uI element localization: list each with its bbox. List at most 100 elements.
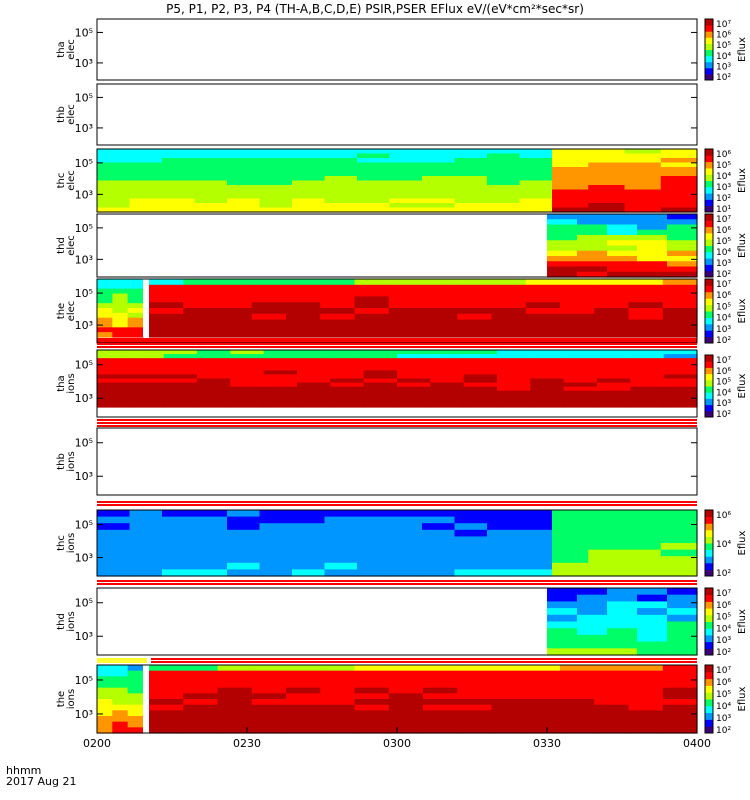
spectrogram-cell (430, 366, 465, 371)
spectrogram-cell (217, 710, 253, 717)
spectrogram-cell (97, 374, 131, 380)
spectrogram-cell (667, 256, 698, 262)
spectrogram-cell (97, 543, 131, 551)
spectrogram-cell (129, 180, 163, 186)
spectrogram-cell (197, 366, 231, 371)
colorbar-tick-label: 10⁷ (716, 589, 731, 599)
spectrogram-cell (97, 516, 131, 524)
spectrogram-cell (354, 313, 390, 321)
spectrogram-cell (588, 171, 626, 177)
spectrogram-cell (389, 523, 423, 531)
spectrogram-cell (194, 203, 228, 209)
spectrogram-cell (259, 569, 293, 577)
spectrogram-cell (662, 710, 698, 717)
spectrogram-cell (227, 529, 261, 537)
spectrogram-cell (628, 319, 664, 326)
spectrogram-cell (487, 562, 521, 570)
spectrogram-cell (530, 374, 565, 380)
spectrogram-cell (660, 516, 698, 524)
spectrogram-cell (324, 510, 358, 518)
y-tick-label: 10³ (75, 253, 93, 266)
spectrogram-cell (251, 290, 287, 297)
spectrogram-cell (607, 601, 638, 609)
spectrogram-cell (357, 549, 391, 557)
spectrogram-cell (662, 325, 698, 332)
spectrogram-cell (129, 167, 163, 173)
spectrogram-cell (563, 394, 598, 400)
spectrogram-cell (525, 665, 561, 672)
spectrogram-cell (127, 699, 144, 706)
spectrogram-cell (389, 149, 423, 155)
spectrogram-cell (127, 682, 144, 689)
colorbar-cell (705, 49, 713, 57)
spectrogram-cell (263, 374, 298, 380)
spectrogram-cell (149, 331, 184, 338)
panel-frame (96, 509, 698, 577)
colorbar-cell (705, 510, 713, 518)
spectrogram-cell (112, 693, 129, 700)
spectrogram-cell (324, 562, 358, 570)
spectrogram-cell (389, 185, 423, 191)
y-axis-label: tha (56, 41, 67, 57)
spectrogram-cell (525, 308, 561, 315)
spectrogram-cell (330, 390, 365, 396)
spectrogram-cell (662, 296, 698, 303)
spectrogram-cell (491, 699, 527, 706)
colorbar-cell (705, 186, 713, 194)
spectrogram-cell (330, 370, 365, 376)
spectrogram-cell (454, 207, 488, 213)
spectrogram-cell (563, 370, 598, 376)
spectrogram-cell (457, 704, 493, 711)
spectrogram-cell (112, 687, 129, 694)
spectrogram-cell (129, 556, 163, 564)
spectrogram-cell (183, 727, 219, 734)
spectrogram-cell (530, 362, 565, 367)
spectrogram-cell (183, 704, 219, 711)
spectrogram-cell (230, 366, 265, 371)
spectrogram-cell (607, 266, 638, 273)
spectrogram-cell (422, 562, 456, 570)
spectrogram-cell (183, 319, 219, 326)
y-tick-label: 10³ (75, 188, 93, 201)
spectrogram-cell (597, 362, 631, 367)
spectrogram-cell (497, 370, 531, 376)
colorbar-cell (705, 73, 713, 81)
spectrogram-cell (197, 390, 231, 396)
spectrogram-cell (525, 284, 561, 292)
spectrogram-cell (662, 284, 698, 292)
spectrogram-cell (389, 189, 423, 195)
spectrogram-cell (588, 189, 626, 195)
spectrogram-cell (388, 331, 424, 338)
spectrogram-cell (354, 279, 390, 286)
colorbar-tick-label: 10² (716, 726, 731, 736)
spectrogram-cell (354, 290, 390, 297)
spectrogram-cell (530, 402, 565, 408)
spectrogram-cell (354, 716, 390, 723)
spectrogram-cell (357, 562, 391, 570)
spectrogram-cell (127, 670, 144, 677)
spectrogram-cell (457, 710, 493, 717)
spectrogram-cell (363, 362, 398, 367)
colorbar-tick-label: 10² (716, 410, 731, 420)
y-tick-label: 10³ (75, 708, 93, 721)
colorbar-cell (705, 264, 713, 272)
spectrogram-cell (577, 271, 608, 278)
spectrogram-cell (263, 350, 298, 355)
spectrogram-cell (389, 158, 423, 164)
spectrogram-cell (129, 569, 163, 577)
y-axis-label: tha (56, 375, 67, 391)
spectrogram-cell (149, 716, 184, 723)
y-axis-label: ions (66, 451, 77, 471)
spectrogram-cell (454, 543, 488, 551)
colorbar-tick-label: 10² (716, 270, 731, 280)
spectrogram-cell (519, 158, 553, 164)
spectrogram-cell (588, 149, 626, 155)
spectrogram-cell (588, 529, 626, 537)
spectrogram-cell (227, 543, 261, 551)
spectrogram-cell (149, 670, 184, 677)
spectrogram-cell (324, 536, 358, 544)
spectrogram-cell (217, 727, 253, 734)
colorbar-cell (705, 549, 713, 557)
